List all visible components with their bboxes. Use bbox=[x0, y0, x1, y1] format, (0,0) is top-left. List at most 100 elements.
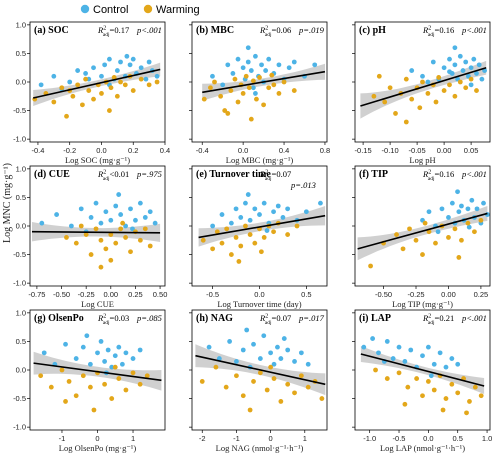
control-point bbox=[235, 56, 241, 62]
warming-point bbox=[222, 108, 228, 113]
control-point bbox=[469, 197, 475, 203]
regression-line bbox=[360, 66, 487, 107]
warming-point bbox=[223, 384, 229, 390]
x-tick-label: -0.10 bbox=[382, 146, 399, 155]
plot-area bbox=[360, 45, 487, 125]
warming-point bbox=[137, 237, 143, 243]
confidence-band bbox=[357, 206, 488, 261]
control-point bbox=[452, 62, 458, 68]
warming-point bbox=[459, 237, 464, 243]
regression-line bbox=[198, 214, 326, 239]
control-point bbox=[479, 76, 485, 82]
warming-point bbox=[130, 370, 136, 376]
control-point bbox=[243, 200, 248, 206]
warming-point bbox=[122, 82, 128, 88]
control-point bbox=[318, 200, 323, 206]
warming-point bbox=[292, 390, 297, 396]
warming-point bbox=[236, 259, 242, 264]
x-axis-label: Log Turnover time (day) bbox=[217, 299, 301, 309]
warming-point bbox=[261, 102, 266, 108]
control-point bbox=[305, 361, 311, 367]
x-tick-label: -1 bbox=[59, 434, 66, 443]
regression-line bbox=[33, 362, 162, 382]
regression-line bbox=[33, 68, 161, 99]
control-point bbox=[447, 56, 452, 62]
control-point bbox=[476, 62, 482, 68]
warming-point bbox=[446, 235, 451, 240]
x-tick-label: 0.4 bbox=[160, 146, 170, 155]
control-point bbox=[93, 200, 99, 206]
x-tick-label: -0.2 bbox=[63, 146, 76, 155]
warming-point bbox=[83, 232, 89, 237]
r2-adj-stat: R2 adj=0.03 bbox=[97, 313, 129, 326]
warming-point bbox=[48, 384, 54, 390]
control-point bbox=[455, 189, 460, 195]
legend-control-marker bbox=[80, 4, 90, 14]
control-point bbox=[303, 209, 309, 215]
control-point bbox=[253, 53, 258, 59]
x-tick-label: 0.00 bbox=[437, 146, 452, 155]
control-point bbox=[114, 68, 120, 73]
control-point bbox=[210, 223, 216, 229]
control-point bbox=[54, 212, 60, 217]
warming-point bbox=[433, 99, 439, 105]
panel-i: -1.0 -0.5 0.0 0.5 1.0 Log LAP (nmol·g⁻¹·h⁻¹) (… bbox=[352, 309, 492, 453]
warming-point bbox=[457, 79, 463, 85]
control-point bbox=[266, 56, 272, 62]
y-axis-label: Log MNC (mg·g⁻¹) bbox=[2, 163, 13, 243]
control-point bbox=[474, 71, 479, 76]
warming-point bbox=[472, 384, 478, 390]
control-point bbox=[425, 344, 431, 350]
warming-point bbox=[452, 226, 458, 232]
control-point bbox=[51, 73, 57, 79]
control-point bbox=[137, 347, 143, 353]
warming-point bbox=[261, 235, 267, 240]
y-tick-label: 0.5 bbox=[16, 49, 26, 58]
y-tick-label: -1.0 bbox=[13, 279, 26, 288]
control-point bbox=[80, 344, 86, 350]
control-point bbox=[67, 79, 73, 85]
warming-point bbox=[394, 232, 399, 237]
control-point bbox=[261, 333, 267, 339]
warming-point bbox=[251, 379, 256, 384]
control-point bbox=[468, 65, 474, 71]
warming-point bbox=[146, 82, 152, 88]
control-point bbox=[465, 206, 471, 212]
control-point bbox=[245, 59, 251, 65]
panel-title: (i) LAP bbox=[359, 313, 391, 324]
control-point bbox=[285, 347, 291, 353]
plot-area bbox=[360, 336, 485, 416]
warming-point bbox=[116, 376, 122, 381]
warming-point bbox=[420, 252, 425, 257]
r2-adj-stat: R2 adj=0.07 bbox=[259, 313, 291, 326]
control-point bbox=[437, 350, 443, 356]
control-point bbox=[137, 200, 143, 206]
p-value: p=.013 bbox=[290, 180, 316, 190]
control-point bbox=[99, 73, 104, 79]
warming-point bbox=[108, 257, 114, 263]
control-point bbox=[408, 347, 414, 353]
warming-point bbox=[373, 367, 378, 373]
control-point bbox=[435, 229, 441, 235]
warming-point bbox=[298, 373, 304, 379]
x-tick-label: -0.05 bbox=[409, 146, 426, 155]
warming-point bbox=[120, 220, 126, 226]
control-point bbox=[285, 206, 291, 212]
warming-point bbox=[99, 91, 104, 96]
y-tick-label: -0.5 bbox=[13, 106, 26, 115]
x-tick-label: -1.0 bbox=[363, 434, 376, 443]
r2-adj-stat: R2 adj=0.17 bbox=[97, 25, 129, 38]
control-point bbox=[456, 209, 462, 215]
control-point bbox=[291, 59, 297, 65]
warming-point bbox=[118, 226, 124, 232]
warming-point bbox=[80, 102, 85, 108]
warming-point bbox=[425, 91, 431, 96]
warming-point bbox=[252, 240, 258, 246]
control-point bbox=[238, 215, 244, 220]
warming-point bbox=[258, 249, 264, 255]
control-point bbox=[463, 59, 469, 65]
x-tick-label: 0.0 bbox=[96, 146, 106, 155]
warming-point bbox=[240, 393, 246, 399]
